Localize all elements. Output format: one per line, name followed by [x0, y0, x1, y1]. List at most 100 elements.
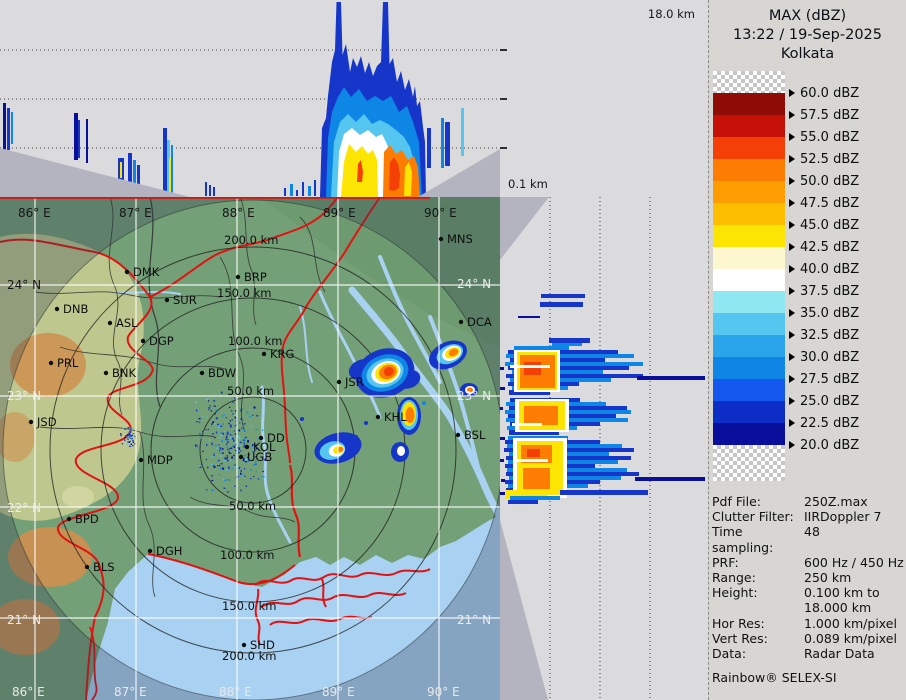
city-SUR: SUR [164, 293, 197, 307]
echo-bar [169, 158, 171, 192]
clutter-pixel [236, 475, 239, 478]
lon-label-top: 89° E [323, 206, 356, 220]
clutter-pixel [127, 427, 129, 429]
clutter-pixel [199, 433, 201, 435]
city-label-BNK: BNK [112, 366, 136, 380]
echo-strip [524, 406, 558, 425]
lat-label-left: 23° N [7, 389, 41, 403]
city-label-BRP: BRP [244, 270, 267, 284]
clutter-pixel [132, 428, 134, 430]
metadata-value: 0.100 km to [804, 585, 880, 601]
legend-arrow-icon [789, 133, 795, 141]
clutter-pixel [127, 438, 129, 440]
metadata-label: Hor Res: [712, 615, 765, 631]
clutter-pixel [202, 415, 204, 417]
clutter-pixel [219, 464, 221, 467]
clutter-pixel [208, 439, 210, 441]
echo-bar [314, 180, 316, 196]
clutter-pixel [207, 400, 210, 402]
clutter-pixel [120, 433, 122, 435]
clutter-pixel [238, 448, 240, 450]
city-dot-BDW [199, 370, 205, 376]
clutter-pixel [250, 478, 252, 480]
clutter-pixel [237, 435, 240, 438]
clutter-pixel [228, 467, 230, 470]
city-label-PRL: PRL [57, 356, 79, 370]
lon-label-bottom: 86° E [12, 685, 45, 699]
clutter-pixel [255, 460, 257, 463]
clutter-pixel [217, 465, 219, 467]
city-KOL: KOL [244, 440, 276, 454]
city-label-DNB: DNB [63, 302, 88, 316]
clutter-pixel [206, 443, 208, 446]
beam-blockage-wedges [0, 148, 500, 197]
clutter-pixel [236, 443, 239, 445]
legend-band [713, 203, 785, 225]
clutter-pixel [195, 401, 197, 404]
city-BRP: BRP [235, 270, 267, 284]
clutter-pixel [128, 433, 131, 435]
echo-bar [137, 165, 140, 190]
city-DGH: DGH [147, 544, 182, 558]
clutter-pixel [255, 448, 258, 450]
range-ring-labels: 200.0 km 150.0 km 100.0 km 50.0 km 50.0 km 10… [217, 233, 282, 663]
clutter-pixel [255, 444, 258, 446]
echo-strip [509, 390, 550, 395]
state-borders-red [0, 197, 431, 700]
city-dot-BPD [66, 516, 72, 522]
clutter-pixel [222, 423, 224, 426]
clutter-pixel [219, 452, 221, 454]
clutter-pixel [264, 458, 266, 461]
clutter-pixel [234, 433, 237, 435]
echo-bar [3, 103, 6, 150]
clutter-pixel [251, 459, 254, 461]
clutter-pixel [252, 451, 254, 453]
clutter-pixel [230, 447, 233, 449]
clutter-pixel [263, 450, 265, 452]
legend-value-label: 50.0 dBZ [800, 173, 860, 189]
clutter-pixel [219, 437, 221, 439]
metadata-label: PRF: [712, 554, 739, 570]
clutter-pixel [199, 466, 202, 468]
clutter-pixel [255, 471, 257, 473]
legend-entry: 55.0 dBZ [789, 129, 859, 145]
clutter-pixel [237, 429, 239, 431]
legend-arrow-icon [789, 287, 795, 295]
clutter-pixel [243, 460, 245, 462]
city-label-KHL: KHL [384, 410, 407, 424]
legend-value-label: 40.0 dBZ [800, 261, 860, 277]
clutter-pixel [238, 452, 240, 454]
map-top-border-line [0, 197, 430, 199]
metadata-row: Vert Res: 0.089 km/pixel [712, 631, 904, 646]
software-brand: Rainbow® SELEX-SI [712, 670, 837, 686]
clutter-pixel [214, 413, 216, 415]
echo-strip [518, 316, 540, 318]
city-dot-JSR [336, 379, 342, 385]
echo-strip [560, 490, 648, 495]
clutter-pixel [244, 437, 246, 439]
echo-strip [512, 423, 542, 426]
radar-map: 200.0 km 150.0 km 100.0 km 50.0 km 50.0 km 10… [0, 197, 500, 700]
echo-bar [163, 128, 167, 193]
legend-band [713, 115, 785, 137]
ring-label: 150.0 km [222, 599, 276, 613]
clutter-pixel [196, 445, 198, 447]
echo-bar [86, 119, 88, 163]
clutter-pixel [206, 416, 208, 418]
city-label-KRG: KRG [270, 347, 294, 361]
clutter-pixel [220, 463, 223, 465]
city-MDP: MDP [138, 453, 173, 467]
clutter-pixel [237, 467, 239, 469]
legend-value-label: 37.5 dBZ [800, 283, 860, 299]
clutter-pixel [223, 414, 225, 416]
clutter-pixel [222, 467, 225, 470]
lon-label-top: 87° E [119, 206, 152, 220]
lat-label-left: 21° N [7, 613, 41, 627]
clutter-pixel [233, 446, 236, 448]
clutter-pixel [130, 431, 132, 433]
clutter-pixel [200, 436, 202, 439]
product-metadata: Pdf File: 250Z.max Clutter Filter: IIRDoppl… [712, 494, 904, 685]
city-PRL: PRL [48, 356, 79, 370]
city-dot-SUR [164, 297, 170, 303]
clutter-pixel [234, 416, 236, 418]
